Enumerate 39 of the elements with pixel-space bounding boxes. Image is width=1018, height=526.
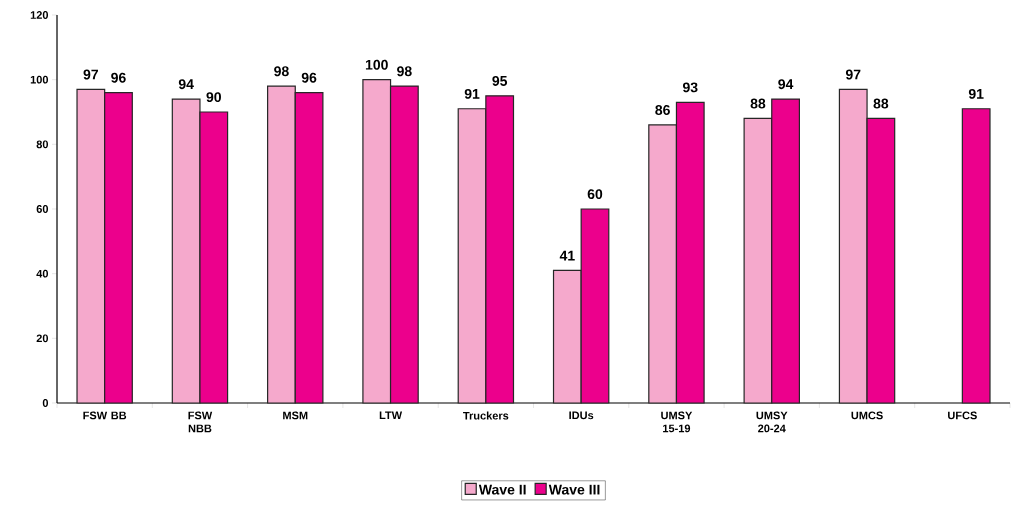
y-tick-label: 20 (36, 334, 49, 343)
data-label: 97 (845, 69, 861, 80)
x-tick-label: UMSY 15-19 (661, 411, 693, 433)
data-label: 96 (111, 72, 126, 83)
data-label: 96 (301, 72, 317, 83)
y-tick-label: 60 (36, 205, 49, 213)
data-label: 41 (559, 250, 575, 261)
x-tick-label: Truckers (463, 411, 509, 420)
legend-label: Wave II (478, 484, 526, 495)
legend-label: Wave III (548, 484, 600, 495)
y-tick-label: 80 (36, 140, 49, 149)
data-label: 94 (178, 79, 194, 90)
data-label: 98 (397, 66, 412, 77)
x-tick-label: FSW BB (83, 411, 127, 420)
data-label: 91 (464, 88, 480, 99)
data-label: 88 (873, 98, 889, 109)
x-tick-label: FSW NBB (188, 411, 213, 433)
data-label: 88 (750, 98, 766, 109)
data-label: 86 (655, 105, 670, 115)
x-tick-label: MSM (283, 411, 308, 420)
y-tick-label: 100 (30, 75, 49, 84)
y-tick-label: 40 (36, 269, 49, 278)
data-label: 95 (492, 75, 508, 86)
data-label: 91 (968, 88, 984, 99)
x-tick-label: UMSY 20-24 (756, 411, 788, 433)
data-label: 93 (682, 82, 698, 93)
data-label: 98 (274, 66, 289, 77)
data-label: 100 (365, 59, 388, 70)
data-label: 90 (206, 92, 221, 103)
x-tick-label: UMCS (851, 411, 883, 420)
data-label: 60 (587, 189, 603, 200)
y-tick-label: 120 (30, 11, 49, 19)
x-tick-label: LTW (379, 411, 403, 420)
x-tick-label: UFCS (948, 411, 977, 420)
data-label: 97 (83, 69, 98, 80)
y-tick-label: 0 (42, 399, 49, 407)
bar (961, 108, 991, 404)
data-label: 94 (778, 79, 794, 90)
x-tick-label: IDUs (569, 411, 594, 420)
